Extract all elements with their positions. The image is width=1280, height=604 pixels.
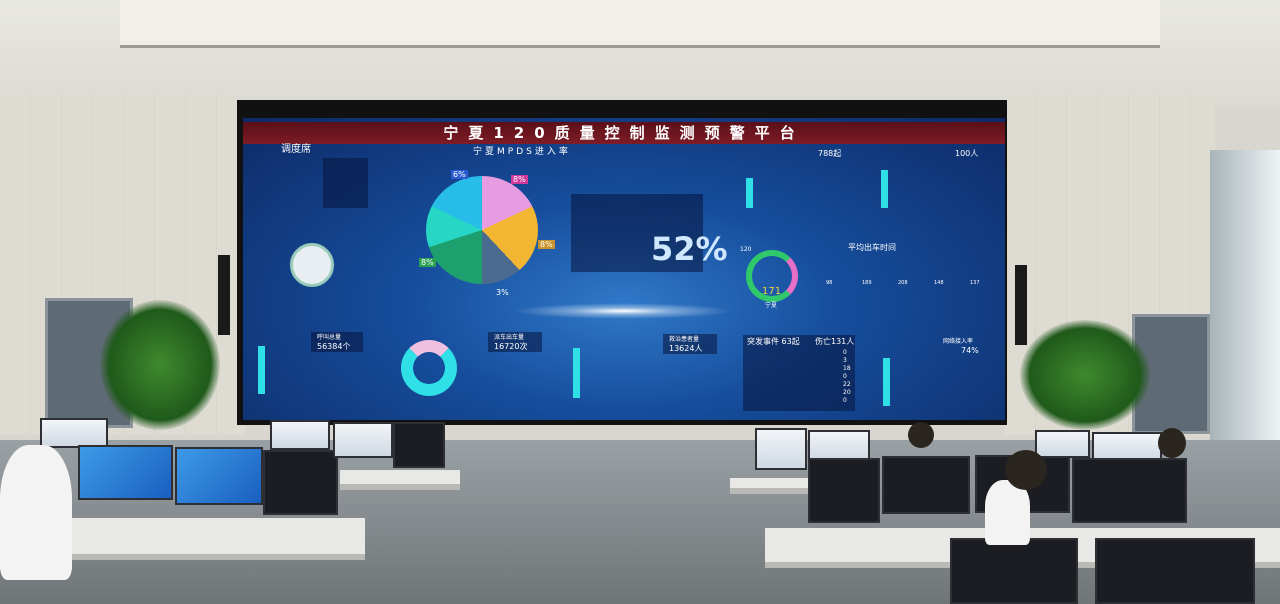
gauge-main-label: 宁夏 — [765, 302, 778, 309]
left-speaker — [218, 255, 230, 335]
monitor — [175, 447, 263, 505]
mpds-pie-chart — [426, 176, 538, 284]
monitor — [263, 450, 338, 515]
dispatch-seat-grid — [323, 158, 368, 208]
small-gauge-value: 189 — [862, 280, 872, 286]
ceiling-panel — [120, 0, 1160, 48]
incident-row-value: 18 — [843, 365, 851, 372]
desk — [340, 470, 460, 490]
window — [1210, 150, 1280, 440]
monitor — [808, 458, 880, 523]
entry-rate-title: 网络接入率 — [943, 338, 974, 345]
gauge-main-value: 171 — [762, 286, 782, 297]
gauge-max: 120 — [740, 246, 752, 253]
pie-label: 8% — [419, 258, 436, 267]
monitor — [270, 420, 330, 450]
desk — [730, 478, 810, 494]
bar — [746, 178, 753, 208]
calls-value: 56384个 — [317, 342, 351, 351]
monitor — [78, 445, 173, 500]
monitor — [1035, 430, 1090, 458]
mpds-title: 宁夏MPDS进入率 — [473, 147, 571, 157]
monitor — [1072, 458, 1187, 523]
light-flare — [513, 303, 733, 319]
incident-row-value: 0 — [843, 349, 847, 356]
entry-rate-value: 74% — [961, 346, 979, 355]
ceiling — [0, 0, 1280, 105]
potted-plant — [100, 300, 220, 430]
monitor — [393, 422, 445, 468]
pie-label: 8% — [511, 175, 528, 184]
monitor — [333, 422, 393, 458]
right-speaker — [1015, 265, 1027, 345]
small-gauge-value: 98 — [826, 280, 833, 286]
incident-row-value: 3 — [843, 357, 847, 364]
small-gauge-value: 137 — [970, 280, 980, 286]
pie-label: 3% — [496, 288, 509, 297]
incident-table: 突发事件 63起 伤亡131人 0 3 18 0 22 20 0 — [743, 335, 855, 411]
calls-title: 呼叫总量 — [317, 334, 342, 341]
main-gauge — [746, 250, 798, 302]
top-right-total-2: 100人 — [955, 149, 979, 158]
monitor — [882, 456, 970, 514]
bar — [883, 358, 890, 406]
avg-dispatch-title: 平均出车时间 — [848, 243, 896, 252]
bar — [573, 348, 580, 398]
mpds-legend-panel — [571, 194, 703, 272]
patients-panel: 救治患者量 13624人 — [663, 334, 717, 354]
incident-row-value: 20 — [843, 389, 851, 396]
operator-person — [0, 445, 72, 580]
bar — [258, 346, 265, 394]
dispatch-count-panel: 派车出车量 16720次 — [488, 332, 542, 352]
dispatch-count-value: 16720次 — [494, 342, 528, 351]
pie-label: 6% — [451, 170, 468, 179]
calls-panel: 呼叫总量 56384个 — [311, 332, 363, 352]
operator-head — [908, 422, 934, 448]
desk — [30, 518, 365, 560]
operator-head — [1005, 450, 1047, 490]
incident-title: 突发事件 63起 — [747, 337, 800, 346]
incident-row-value: 0 — [843, 397, 847, 404]
small-gauge-value: 148 — [934, 280, 944, 286]
pie-label: 8% — [538, 240, 555, 249]
small-gauge-value: 208 — [898, 280, 908, 286]
incident-row-value: 22 — [843, 381, 851, 388]
operator-person — [985, 480, 1030, 545]
monitor — [755, 428, 807, 470]
incident-row-value: 0 — [843, 373, 847, 380]
patients-title: 救治患者量 — [669, 336, 700, 343]
dispatch-donut — [401, 340, 457, 396]
monitor — [950, 538, 1078, 604]
small-gauges: 98 189 208 148 137 — [820, 266, 990, 292]
emblem-logo — [290, 243, 334, 287]
patients-value: 13624人 — [669, 344, 703, 353]
monitor — [1095, 538, 1255, 604]
bar — [881, 170, 888, 208]
incident-casualties: 伤亡131人 — [815, 337, 855, 346]
dispatch-count-title: 派车出车量 — [494, 334, 525, 341]
mpds-rate: 52% — [651, 230, 728, 268]
potted-plant — [1020, 320, 1150, 430]
operator-head — [1158, 428, 1186, 458]
dispatch-label: 调度席 — [281, 144, 311, 155]
top-right-total-1: 788起 — [818, 149, 842, 158]
video-wall-dashboard: 宁夏120质量控制监测预警平台 调度席 宁夏MPDS进入率 6% 8% 8% 8… — [243, 118, 1005, 420]
monitor — [40, 418, 108, 448]
right-door — [1132, 314, 1210, 434]
dashboard-title: 宁夏120质量控制监测预警平台 — [243, 122, 1005, 144]
